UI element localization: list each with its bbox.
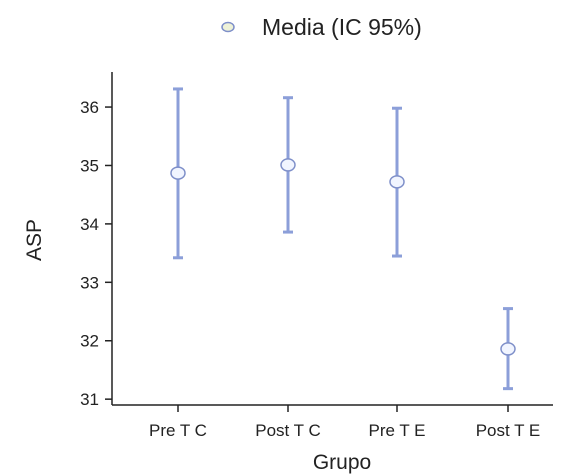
mean-point [280,158,296,172]
x-tick-label: Post T C [255,421,321,440]
x-tick-label: Post T E [476,421,541,440]
y-tick-label: 35 [80,156,99,175]
x-ticks: Pre T C Post T C Pre T E Post T E [149,405,540,440]
y-tick-label: 34 [80,215,99,234]
y-tick-label: 33 [80,273,99,292]
mean-point [170,166,186,180]
x-axis-title: Grupo [313,451,371,474]
legend: Media (IC 95%) [221,14,422,40]
legend-label: Media (IC 95%) [262,14,422,40]
legend-marker [221,21,235,33]
x-tick-label: Pre T E [368,421,425,440]
y-tick-label: 31 [80,390,99,409]
y-tick-label: 36 [80,98,99,117]
series-layer [170,87,516,391]
y-axis-title: ASP [23,219,46,261]
x-tick-label: Pre T C [149,421,207,440]
mean-point [500,342,516,356]
mean-point [389,175,405,189]
y-ticks: 31 32 33 34 35 36 [80,98,112,409]
y-tick-label: 32 [80,332,99,351]
